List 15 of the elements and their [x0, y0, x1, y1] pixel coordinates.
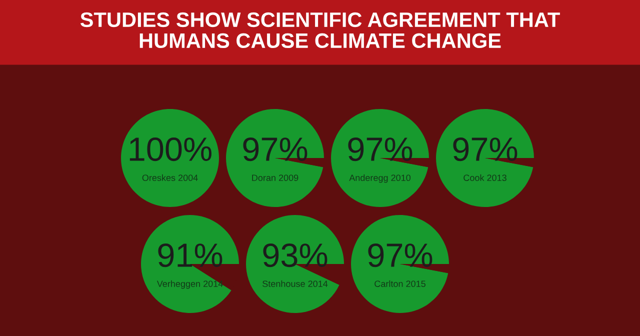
text: Verheggen 2014 [156, 280, 223, 289]
data-label: 93% [263, 243, 328, 268]
text: Cook 2013 [464, 174, 506, 182]
text: Stenhouse 2014 [262, 280, 328, 288]
data-label: 97% [243, 137, 308, 162]
text: Anderegg 2010 [349, 174, 411, 183]
text: Carlton 2015 [374, 280, 426, 288]
text: Doran 2009 [252, 174, 298, 182]
data-label: 91% [158, 243, 222, 268]
text: Oreskes 2004 [142, 174, 198, 182]
data-label: 97% [368, 243, 432, 268]
text: STUDIES SHOW SCIENTIFIC AGREEMENT THAT HUMANS CAUSE CLIMATE CHANGE [80, 12, 560, 48]
data-label: 100% [130, 137, 212, 162]
data-label: 97% [348, 137, 412, 162]
data-label: 97% [453, 137, 518, 162]
